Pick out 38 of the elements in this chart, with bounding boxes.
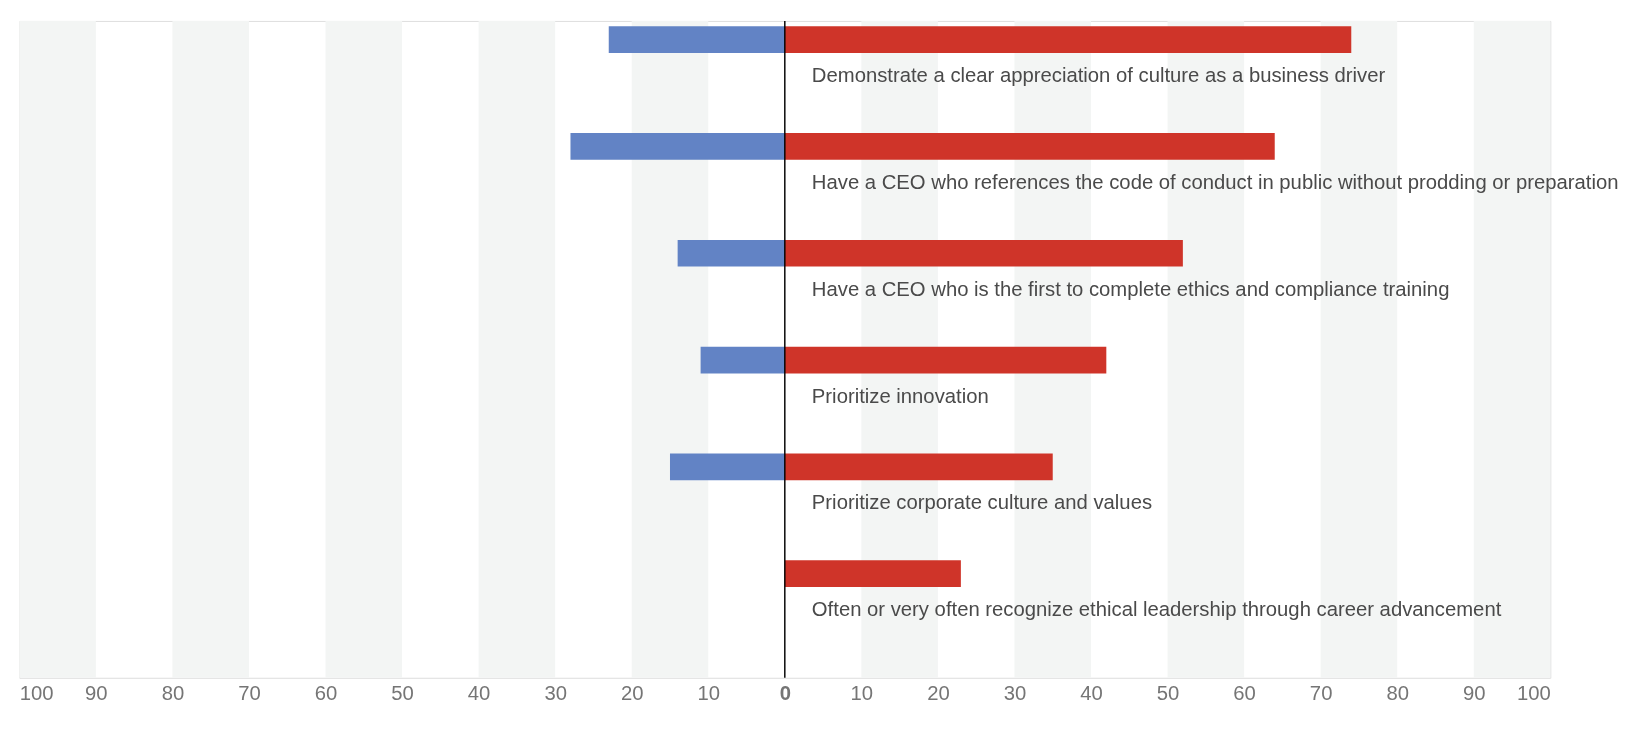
x-tick-label: 100	[1516, 681, 1551, 704]
bar	[784, 133, 1275, 160]
x-tick-label: 40	[1080, 681, 1103, 704]
x-tick-label: 50	[391, 681, 414, 704]
bar	[784, 560, 961, 588]
x-tick-label: 10	[697, 681, 721, 704]
bar	[784, 346, 1107, 374]
x-tick-label: 90	[85, 681, 108, 704]
y-tick-label: Have a CEO who references the code of conduct in public without prodding or preparation	[811, 171, 1619, 194]
bar	[677, 239, 785, 267]
x-tick-label: 60	[314, 681, 338, 704]
x-tick-label: 50	[1156, 681, 1180, 704]
y-tick-label: Demonstrate a clear appreciation of culture as a business driver	[811, 64, 1386, 87]
y-tick-label: Prioritize corporate culture and values	[811, 491, 1153, 514]
x-tick-label: 60	[1233, 681, 1256, 704]
x-tick-label: 80	[161, 681, 185, 704]
bar	[784, 453, 1053, 481]
y-tick-label: Have a CEO who is the first to complete ethics and compliance training	[811, 277, 1450, 300]
x-tick-label: 40	[467, 681, 491, 704]
y-tick-label: Prioritize innovation	[811, 384, 989, 407]
x-tick-label: 100	[19, 681, 54, 704]
x-tick-label: 30	[1003, 681, 1027, 704]
x-tick-label: 10	[850, 681, 874, 704]
x-tick-label: 30	[544, 681, 567, 704]
x-tick-label: 20	[927, 681, 950, 704]
y-tick-label: Often or very often recognize ethical leadership through career advancement	[811, 598, 1502, 621]
bar	[570, 133, 785, 160]
x-tick-label: 20	[620, 681, 644, 704]
bar	[784, 26, 1352, 53]
bar	[608, 26, 785, 53]
x-tick-label: 90	[1462, 681, 1486, 704]
x-tick-label: 0	[779, 681, 791, 704]
x-tick-label: 70	[238, 681, 261, 704]
bar	[784, 239, 1183, 267]
bar	[700, 346, 785, 374]
bar	[669, 453, 785, 481]
x-tick-label: 80	[1386, 681, 1409, 704]
x-tick-label: 70	[1309, 681, 1333, 704]
